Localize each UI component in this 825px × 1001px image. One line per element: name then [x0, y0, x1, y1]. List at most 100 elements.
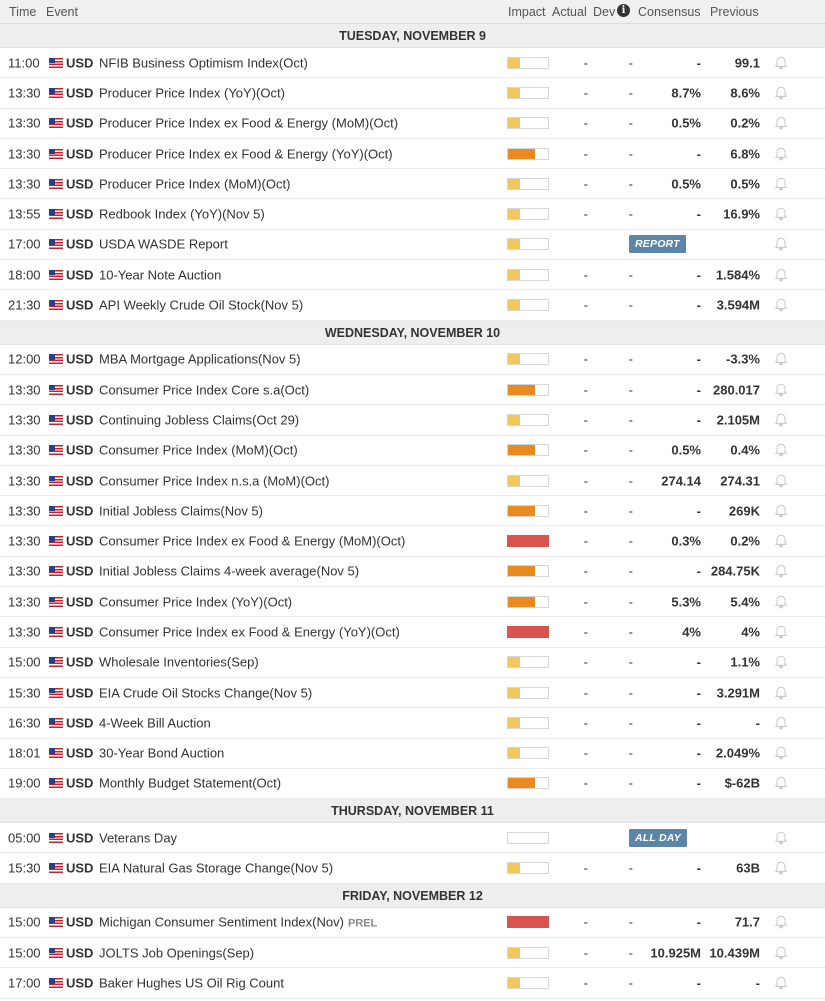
impact-bar: [507, 625, 549, 638]
bell-icon[interactable]: [774, 534, 788, 548]
event-name[interactable]: Consumer Price Index Core s.a(Oct): [99, 382, 309, 397]
event-row[interactable]: 15:00 USD Wholesale Inventories(Sep) - -…: [0, 647, 825, 678]
event-name[interactable]: Initial Jobless Claims(Nov 5): [99, 503, 263, 518]
bell-icon[interactable]: [774, 413, 788, 427]
header-consensus[interactable]: Consensus: [638, 5, 701, 19]
event-row[interactable]: 15:30 USD EIA Natural Gas Storage Change…: [0, 853, 825, 884]
event-name[interactable]: 10-Year Note Auction: [99, 267, 221, 282]
event-row[interactable]: 13:30 USD Consumer Price Index n.s.a (Mo…: [0, 465, 825, 497]
event-name[interactable]: EIA Natural Gas Storage Change(Nov 5): [99, 861, 333, 876]
event-name[interactable]: Monthly Budget Statement(Oct): [99, 776, 281, 791]
event-name[interactable]: Michigan Consumer Sentiment Index(Nov) PR…: [99, 915, 377, 930]
event-row[interactable]: 12:00 USD MBA Mortgage Applications(Nov …: [0, 344, 825, 375]
bell-icon[interactable]: [774, 298, 788, 312]
header-actual[interactable]: Actual: [552, 5, 587, 19]
event-name[interactable]: Consumer Price Index (MoM)(Oct): [99, 443, 298, 458]
event-name[interactable]: 4-Week Bill Auction: [99, 715, 211, 730]
header-previous[interactable]: Previous: [710, 5, 759, 19]
bell-icon[interactable]: [774, 474, 788, 488]
bell-icon[interactable]: [774, 716, 788, 730]
event-row[interactable]: 13:30 USD Consumer Price Index ex Food &…: [0, 617, 825, 648]
event-row[interactable]: 18:00 USD 10-Year Note Auction - - - 1.5…: [0, 260, 825, 291]
header-event[interactable]: Event: [46, 5, 78, 19]
event-actual: -: [583, 745, 588, 761]
event-name[interactable]: Producer Price Index (YoY)(Oct): [99, 85, 285, 100]
event-name[interactable]: Redbook Index (YoY)(Nov 5): [99, 207, 265, 222]
event-row[interactable]: 11:00 USD NFIB Business Optimism Index(O…: [0, 48, 825, 79]
event-row[interactable]: 13:30 USD Consumer Price Index Core s.a(…: [0, 374, 825, 406]
bell-icon[interactable]: [774, 946, 788, 960]
bell-icon[interactable]: [774, 352, 788, 366]
event-name[interactable]: EIA Crude Oil Stocks Change(Nov 5): [99, 685, 312, 700]
event-name[interactable]: Initial Jobless Claims 4-week average(No…: [99, 564, 359, 579]
event-row[interactable]: 05:00 USD Veterans Day ALL DAY: [0, 823, 825, 854]
bell-icon[interactable]: [774, 686, 788, 700]
event-row[interactable]: 18:01 USD 30-Year Bond Auction - - - 2.0…: [0, 738, 825, 769]
event-name[interactable]: Continuing Jobless Claims(Oct 29): [99, 412, 299, 427]
event-row[interactable]: 13:30 USD Consumer Price Index ex Food &…: [0, 526, 825, 557]
event-row[interactable]: 19:00 USD Monthly Budget Statement(Oct) …: [0, 768, 825, 800]
bell-icon[interactable]: [774, 56, 788, 70]
event-row[interactable]: 13:30 USD Continuing Jobless Claims(Oct …: [0, 405, 825, 436]
event-name-text: EIA Natural Gas Storage Change(Nov 5): [99, 860, 334, 876]
event-name[interactable]: API Weekly Crude Oil Stock(Nov 5): [99, 298, 303, 313]
header-time[interactable]: Time: [9, 5, 37, 19]
bell-icon[interactable]: [774, 237, 788, 251]
bell-icon[interactable]: [774, 976, 788, 990]
event-row[interactable]: 15:00 USD JOLTS Job Openings(Sep) - - 10…: [0, 938, 825, 969]
event-name[interactable]: Producer Price Index ex Food & Energy (Y…: [99, 146, 393, 161]
bell-icon[interactable]: [774, 655, 788, 669]
event-row[interactable]: 13:30 USD Producer Price Index (MoM)(Oct…: [0, 169, 825, 200]
header-impact[interactable]: Impact: [508, 5, 546, 19]
event-row[interactable]: 15:30 USD EIA Crude Oil Stocks Change(No…: [0, 677, 825, 709]
event-row[interactable]: 13:30 USD Initial Jobless Claims(Nov 5) …: [0, 496, 825, 527]
event-name[interactable]: Baker Hughes US Oil Rig Count: [99, 975, 284, 990]
bell-icon[interactable]: [774, 268, 788, 282]
event-row[interactable]: 13:30 USD Initial Jobless Claims 4-week …: [0, 556, 825, 588]
event-name[interactable]: Consumer Price Index (YoY)(Oct): [99, 594, 292, 609]
bell-icon[interactable]: [774, 625, 788, 639]
event-name[interactable]: Veterans Day: [99, 830, 177, 845]
event-name[interactable]: NFIB Business Optimism Index(Oct): [99, 55, 308, 70]
event-name[interactable]: JOLTS Job Openings(Sep): [99, 945, 254, 960]
event-name[interactable]: 30-Year Bond Auction: [99, 746, 224, 761]
bell-icon[interactable]: [774, 746, 788, 760]
bell-icon[interactable]: [774, 207, 788, 221]
bell-icon[interactable]: [774, 861, 788, 875]
event-name[interactable]: Consumer Price Index n.s.a (MoM)(Oct): [99, 473, 329, 488]
event-name[interactable]: Consumer Price Index ex Food & Energy (Y…: [99, 624, 400, 639]
event-row[interactable]: 13:30 USD Consumer Price Index (YoY)(Oct…: [0, 587, 825, 618]
event-row[interactable]: 16:30 USD 4-Week Bill Auction - - - -: [0, 708, 825, 739]
event-name[interactable]: Producer Price Index (MoM)(Oct): [99, 176, 290, 191]
bell-icon[interactable]: [774, 443, 788, 457]
event-row[interactable]: 15:00 USD Michigan Consumer Sentiment In…: [0, 907, 825, 939]
bell-icon[interactable]: [774, 504, 788, 518]
event-row[interactable]: 13:55 USD Redbook Index (YoY)(Nov 5) - -…: [0, 199, 825, 230]
bell-icon[interactable]: [774, 564, 788, 578]
event-name[interactable]: USDA WASDE Report: [99, 237, 228, 252]
event-row[interactable]: 17:00 USD Baker Hughes US Oil Rig Count …: [0, 968, 825, 999]
event-name[interactable]: Consumer Price Index ex Food & Energy (M…: [99, 534, 405, 549]
event-name[interactable]: Wholesale Inventories(Sep): [99, 655, 259, 670]
event-row[interactable]: 21:30 USD API Weekly Crude Oil Stock(Nov…: [0, 290, 825, 321]
header-dev[interactable]: Dev: [593, 5, 616, 19]
event-name[interactable]: MBA Mortgage Applications(Nov 5): [99, 352, 301, 367]
bell-icon[interactable]: [774, 116, 788, 130]
bell-icon[interactable]: [774, 147, 788, 161]
event-row[interactable]: 13:30 USD Producer Price Index ex Food &…: [0, 108, 825, 139]
event-row[interactable]: 13:30 USD Producer Price Index (YoY)(Oct…: [0, 78, 825, 109]
bell-icon[interactable]: [774, 383, 788, 397]
event-row[interactable]: 17:00 USD USDA WASDE Report REPORT: [0, 229, 825, 261]
event-row[interactable]: 13:30 USD Consumer Price Index (MoM)(Oct…: [0, 435, 825, 466]
event-name[interactable]: Producer Price Index ex Food & Energy (M…: [99, 116, 398, 131]
bell-icon[interactable]: [774, 915, 788, 929]
bell-icon[interactable]: [774, 776, 788, 790]
event-currency: USD: [66, 115, 94, 131]
bell-icon[interactable]: [774, 86, 788, 100]
event-row[interactable]: 13:30 USD Producer Price Index ex Food &…: [0, 138, 825, 170]
bell-icon[interactable]: [774, 595, 788, 609]
event-time: 13:30: [8, 563, 41, 579]
info-icon[interactable]: i: [617, 4, 630, 17]
bell-icon[interactable]: [774, 831, 788, 845]
bell-icon[interactable]: [774, 177, 788, 191]
